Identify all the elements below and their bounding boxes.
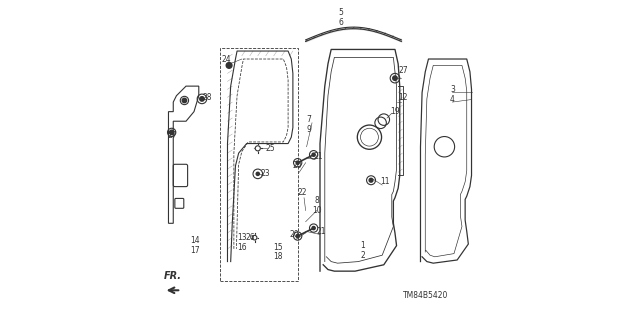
Circle shape: [170, 130, 174, 135]
Text: 14: 14: [190, 236, 200, 245]
Circle shape: [200, 97, 204, 101]
Text: 2: 2: [361, 251, 365, 260]
Text: 19: 19: [390, 107, 400, 116]
Circle shape: [312, 226, 316, 230]
Text: 6: 6: [339, 18, 343, 27]
Text: 4: 4: [450, 95, 455, 104]
Circle shape: [256, 172, 259, 175]
Text: 26: 26: [245, 233, 255, 242]
Text: TM84B5420: TM84B5420: [403, 291, 448, 300]
Text: 16: 16: [237, 243, 246, 252]
Text: 9: 9: [307, 125, 311, 134]
Text: 12: 12: [398, 93, 408, 102]
Text: 20: 20: [293, 161, 303, 170]
Text: 17: 17: [190, 246, 200, 255]
Text: 27: 27: [168, 131, 177, 140]
Text: 23: 23: [261, 169, 271, 178]
Circle shape: [226, 63, 232, 68]
Text: 18: 18: [273, 252, 283, 261]
Text: 27: 27: [398, 66, 408, 75]
Text: 21: 21: [314, 152, 323, 161]
Text: 5: 5: [339, 8, 343, 17]
Text: 28: 28: [202, 93, 211, 102]
Circle shape: [182, 98, 187, 103]
Text: FR.: FR.: [164, 271, 182, 281]
Circle shape: [312, 153, 316, 156]
Text: 8: 8: [314, 197, 319, 205]
Text: 1: 1: [361, 241, 365, 250]
Text: 21: 21: [317, 227, 326, 236]
Text: 20: 20: [290, 230, 300, 239]
Circle shape: [296, 161, 300, 164]
Circle shape: [393, 76, 397, 80]
Text: 3: 3: [450, 85, 455, 94]
Text: 10: 10: [312, 206, 322, 215]
Text: 7: 7: [307, 115, 311, 124]
Circle shape: [369, 178, 373, 182]
Text: 22: 22: [298, 189, 307, 197]
Circle shape: [255, 146, 260, 151]
Circle shape: [252, 235, 257, 240]
Text: 25: 25: [266, 144, 275, 153]
Text: 24: 24: [221, 55, 230, 63]
Text: 13: 13: [237, 233, 246, 242]
Circle shape: [296, 234, 300, 238]
Text: 11: 11: [381, 177, 390, 186]
Text: 15: 15: [273, 243, 283, 252]
